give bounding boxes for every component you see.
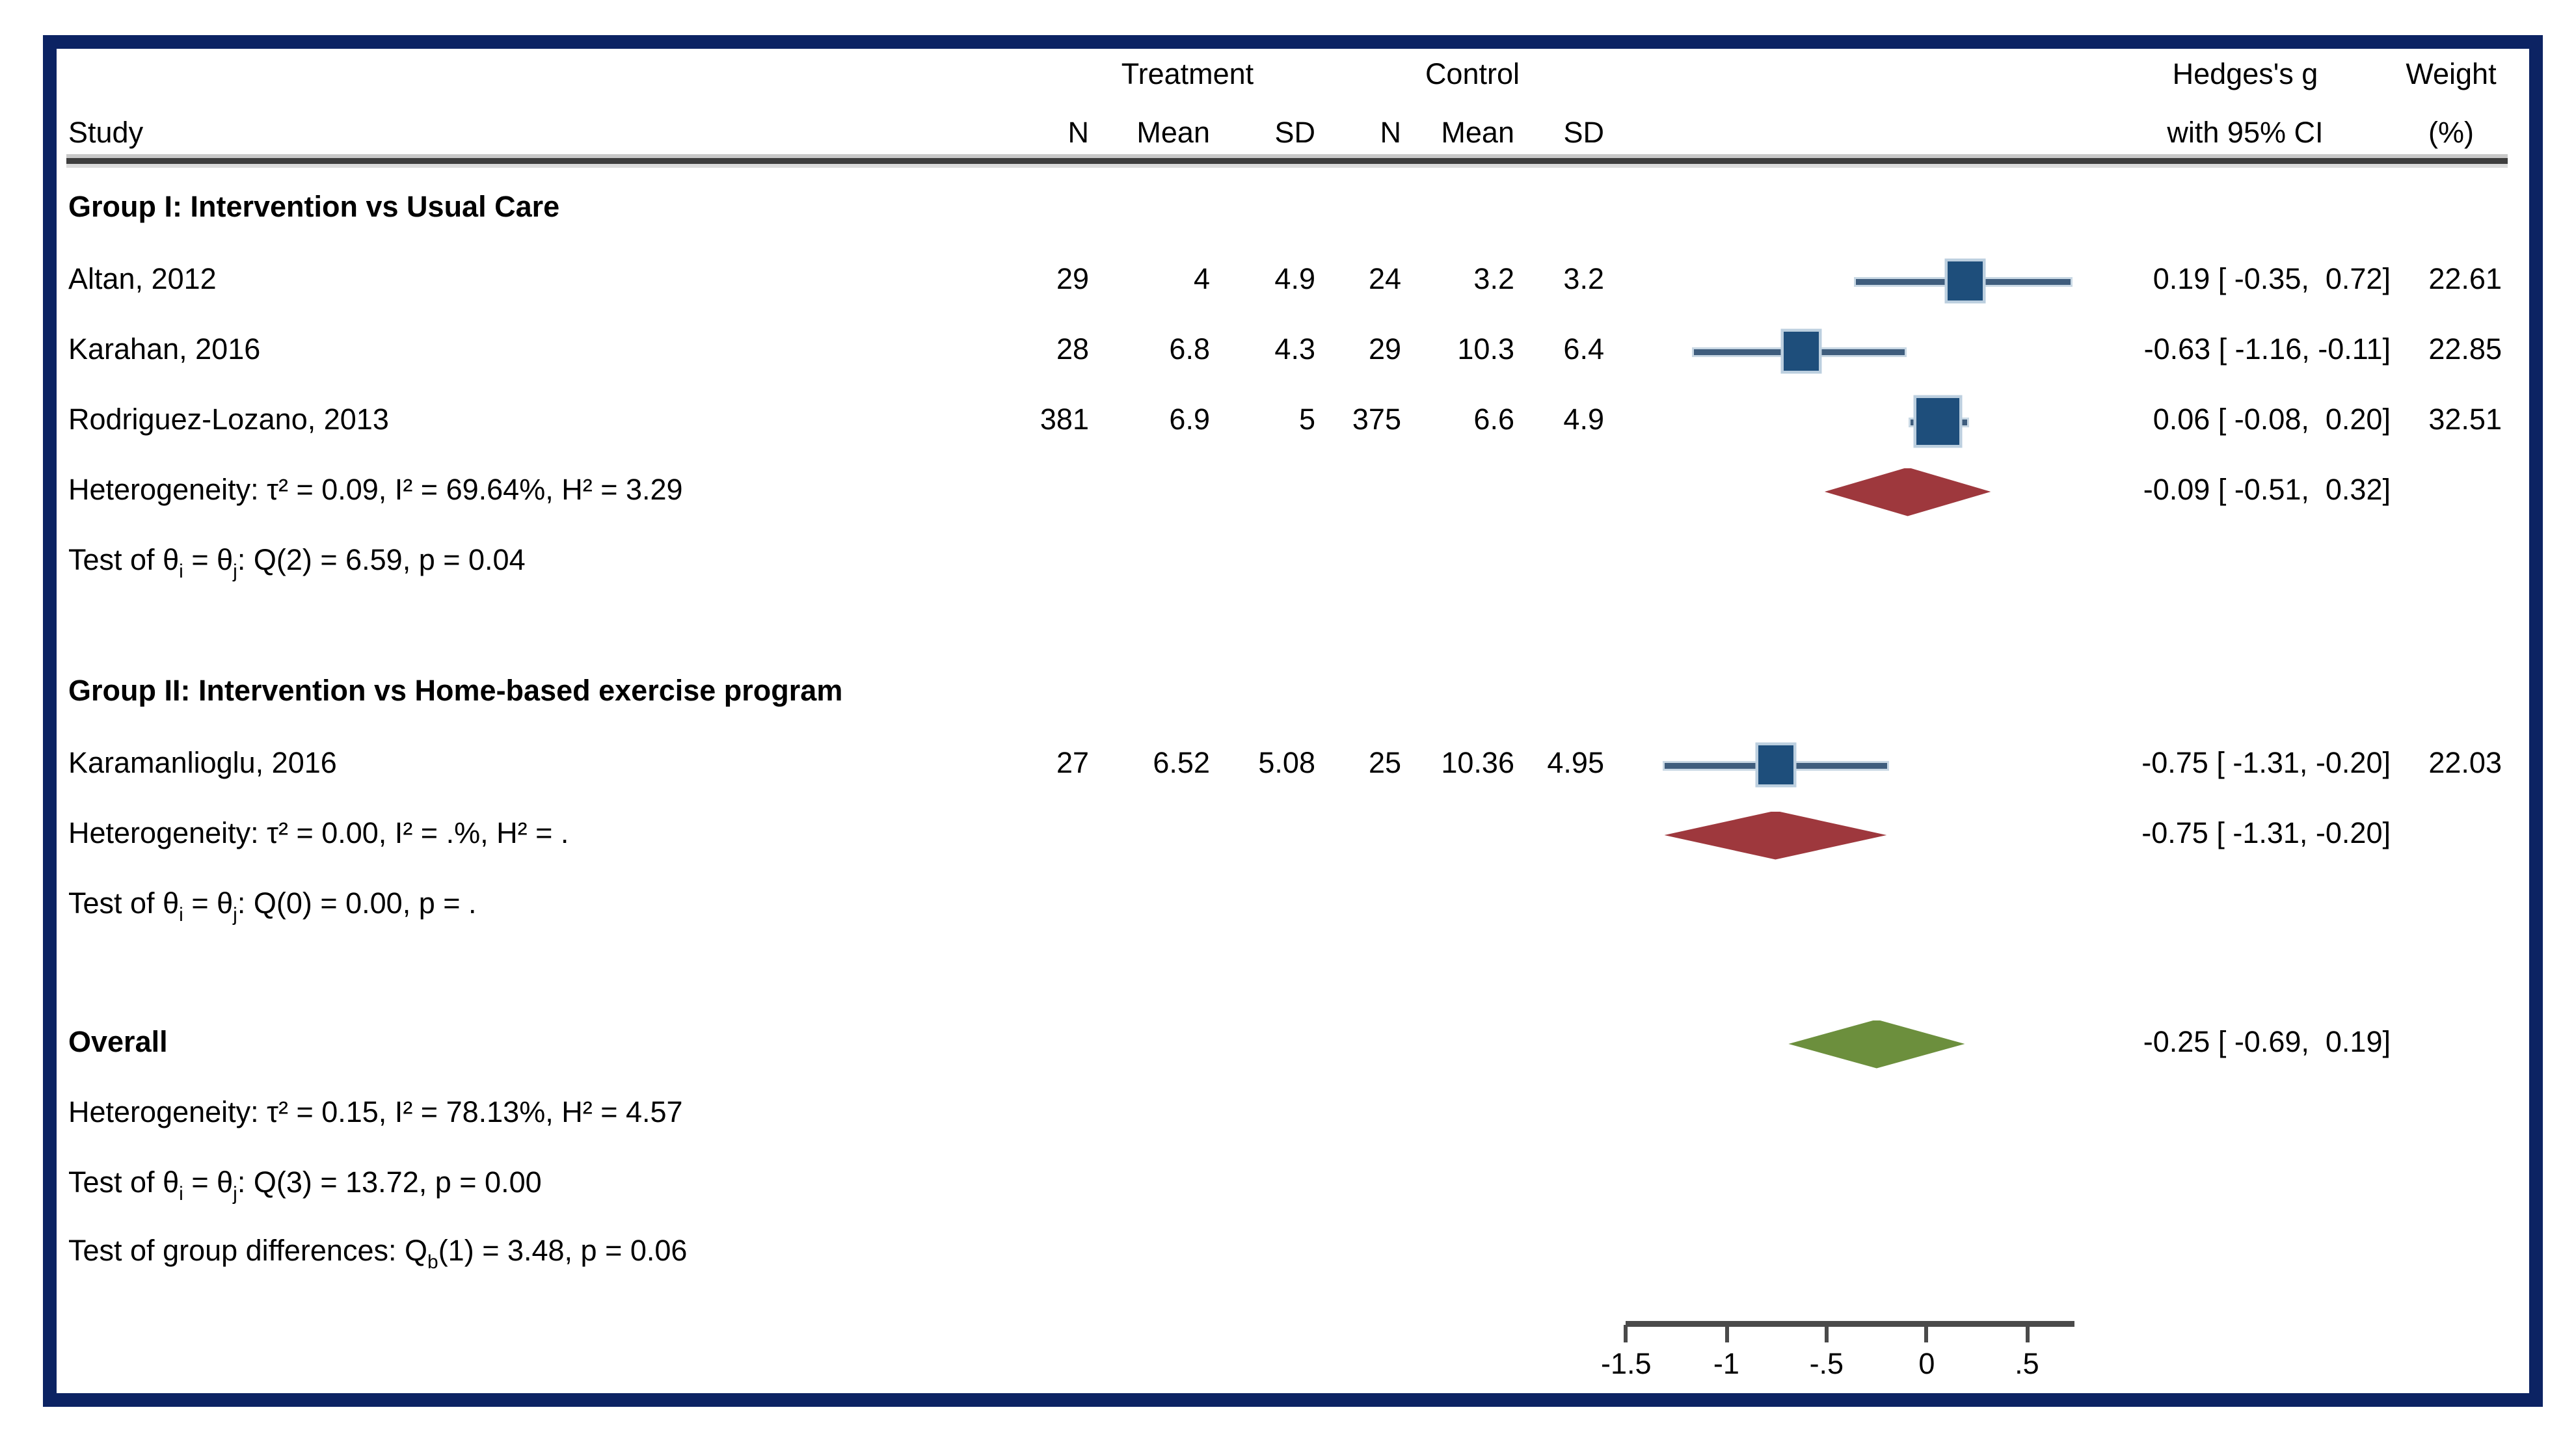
n-control-cell: 29 — [1368, 334, 1401, 367]
sd-control-cell: 3.2 — [1563, 263, 1604, 297]
overall-heterogeneity: Heterogeneity: τ² = 0.15, I² = 78.13%, H… — [68, 1097, 683, 1130]
text-segment: i — [179, 905, 183, 927]
group2-heterogeneity: Heterogeneity: τ² = 0.00, I² = .%, H² = … — [68, 818, 569, 851]
control-group-header: Control — [1425, 59, 1520, 92]
text-segment: : Q(3) = 13.72, p = 0.00 — [237, 1167, 542, 1200]
text-segment: j — [233, 905, 237, 927]
effect-size-header-line2: with 95% CI — [2167, 117, 2324, 150]
group1-test: Test of θi = θj: Q(2) = 6.59, p = 0.04 — [68, 542, 986, 583]
overall-label: Overall — [68, 1026, 168, 1060]
header-divider-rule — [66, 158, 2508, 164]
group1-title: Group I: Intervention vs Usual Care — [68, 191, 560, 224]
group1-heterogeneity: Heterogeneity: τ² = 0.09, I² = 69.64%, H… — [68, 474, 683, 507]
x-axis-tick-label: -1.5 — [1601, 1348, 1652, 1381]
n-treatment-cell: 28 — [1056, 334, 1089, 367]
text-segment: Test of θ — [68, 888, 180, 921]
overall-test: Test of θi = θj: Q(3) = 13.72, p = 0.00 — [68, 1165, 986, 1206]
weight-header-line1: Weight — [2406, 59, 2497, 92]
x-axis-tick — [1924, 1325, 1929, 1342]
sd-treatment-header: SD — [1274, 117, 1315, 150]
text-segment: j — [233, 562, 237, 583]
sd-control-header: SD — [1563, 117, 1604, 150]
mean-control-cell: 3.2 — [1473, 263, 1514, 297]
sd-treatment-cell: 4.9 — [1274, 263, 1315, 297]
group2-pooled-effect-text: -0.75 [ -1.31, -0.20] — [2141, 818, 2391, 851]
x-axis-tick — [1624, 1325, 1628, 1342]
effect-size-square — [1782, 332, 1818, 371]
weight-cell: 22.85 — [2428, 334, 2502, 367]
effect-size-square — [1917, 398, 1961, 445]
mean-treatment-cell: 6.8 — [1169, 334, 1210, 367]
text-segment: i — [179, 562, 183, 583]
effect-ci-cell: 0.19 [ -0.35, 0.72] — [2153, 263, 2391, 297]
mean-control-cell: 6.6 — [1473, 404, 1514, 437]
text-segment: Test of θ — [68, 544, 180, 578]
mean-treatment-cell: 6.52 — [1153, 747, 1210, 780]
text-segment: i — [179, 1184, 183, 1206]
text-segment: = θ — [183, 544, 234, 578]
study-label: Karamanlioglu, 2016 — [68, 747, 337, 780]
text-segment: Test of group differences: Q — [68, 1235, 427, 1268]
overall-pooled-effect-text: -0.25 [ -0.69, 0.19] — [2143, 1026, 2391, 1060]
weight-cell: 32.51 — [2428, 404, 2502, 437]
weight-cell: 22.61 — [2428, 263, 2502, 297]
study-label: Rodriguez-Lozano, 2013 — [68, 404, 389, 437]
n-treatment-header: N — [1067, 117, 1089, 150]
n-control-cell: 375 — [1352, 404, 1401, 437]
treatment-group-header: Treatment — [1121, 59, 1254, 92]
n-treatment-cell: 29 — [1056, 263, 1089, 297]
text-segment: b — [427, 1253, 438, 1274]
group2-title: Group II: Intervention vs Home-based exe… — [68, 675, 843, 708]
x-axis-tick-label: 0 — [1918, 1348, 1935, 1381]
sd-treatment-cell: 5 — [1298, 404, 1315, 437]
weight-cell: 22.03 — [2428, 747, 2502, 780]
mean-treatment-cell: 6.9 — [1169, 404, 1210, 437]
figure-border-frame — [43, 35, 2543, 1407]
x-axis-tick — [2024, 1325, 2029, 1342]
n-treatment-cell: 27 — [1056, 747, 1089, 780]
text-segment: (1) = 3.48, p = 0.06 — [438, 1235, 688, 1268]
effect-ci-cell: 0.06 [ -0.08, 0.20] — [2153, 404, 2391, 437]
n-control-cell: 24 — [1368, 263, 1401, 297]
x-axis-tick-label: -.5 — [1809, 1348, 1844, 1381]
study-label: Altan, 2012 — [68, 263, 217, 297]
x-axis-line — [1626, 1321, 2074, 1327]
effect-ci-cell: -0.75 [ -1.31, -0.20] — [2141, 747, 2391, 780]
mean-control-cell: 10.3 — [1457, 334, 1514, 367]
text-segment: j — [233, 1184, 237, 1206]
group1-pooled-effect-text: -0.09 [ -0.51, 0.32] — [2143, 474, 2391, 507]
group2-test: Test of θi = θj: Q(0) = 0.00, p = . — [68, 886, 986, 927]
sd-treatment-cell: 4.3 — [1274, 334, 1315, 367]
sd-treatment-cell: 5.08 — [1258, 747, 1315, 780]
mean-control-cell: 10.36 — [1441, 747, 1514, 780]
mean-control-header: Mean — [1441, 117, 1514, 150]
text-segment: : Q(0) = 0.00, p = . — [237, 888, 477, 921]
sd-control-cell: 4.9 — [1563, 404, 1604, 437]
study-column-header: Study — [68, 117, 144, 150]
effect-size-square — [1758, 745, 1794, 784]
n-treatment-cell: 381 — [1040, 404, 1089, 437]
text-segment: = θ — [183, 888, 234, 921]
n-control-header: N — [1380, 117, 1401, 150]
n-control-cell: 25 — [1368, 747, 1401, 780]
sd-control-cell: 4.95 — [1547, 747, 1604, 780]
study-label: Karahan, 2016 — [68, 334, 261, 367]
effect-size-square — [1947, 261, 1983, 300]
x-axis-tick-label: -1 — [1713, 1348, 1739, 1381]
text-segment: : Q(2) = 6.59, p = 0.04 — [237, 544, 526, 578]
weight-header-line2: (%) — [2428, 117, 2474, 150]
effect-ci-cell: -0.63 [ -1.16, -0.11] — [2143, 334, 2391, 367]
effect-size-header-line1: Hedges's g — [2172, 59, 2318, 92]
mean-treatment-header: Mean — [1136, 117, 1210, 150]
x-axis-tick-label: .5 — [2015, 1348, 2039, 1381]
group-difference-test: Test of group differences: Qb(1) = 3.48,… — [68, 1233, 986, 1274]
sd-control-cell: 6.4 — [1563, 334, 1604, 367]
x-axis-tick — [1824, 1325, 1829, 1342]
x-axis-tick — [1724, 1325, 1728, 1342]
mean-treatment-cell: 4 — [1193, 263, 1210, 297]
text-segment: Test of θ — [68, 1167, 180, 1200]
text-segment: = θ — [183, 1167, 234, 1200]
